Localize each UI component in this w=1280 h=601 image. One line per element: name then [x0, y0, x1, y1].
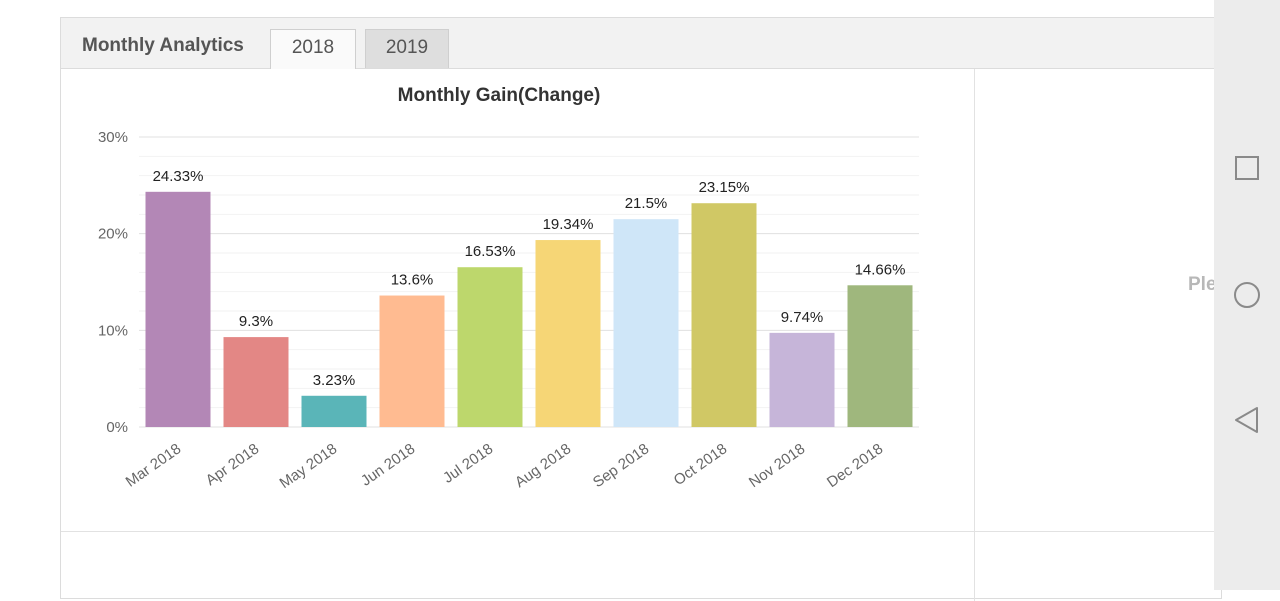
data-label: 9.3% [239, 313, 273, 330]
side-panel-text: Ple [1188, 274, 1217, 295]
side-area: Ple [975, 69, 1221, 532]
y-tick-label: 0% [106, 419, 128, 436]
triangle-back-icon[interactable] [1233, 406, 1261, 434]
android-nav-bar [1214, 0, 1280, 590]
bar-sep-2018[interactable] [613, 219, 679, 427]
tab-2018[interactable]: 2018 [270, 29, 356, 69]
x-tick-label: Mar 2018 [123, 440, 185, 490]
x-tick-label: Dec 2018 [824, 440, 886, 491]
x-tick-label: Jun 2018 [358, 440, 418, 489]
y-tick-label: 10% [98, 322, 128, 339]
data-label: 21.5% [625, 195, 668, 212]
data-label: 13.6% [391, 272, 434, 289]
bar-apr-2018[interactable] [223, 337, 289, 427]
circle-home-icon[interactable] [1233, 281, 1261, 309]
x-tick-label: May 2018 [277, 440, 341, 492]
x-tick-label: Aug 2018 [512, 440, 574, 491]
x-tick-label: Apr 2018 [203, 440, 263, 489]
bar-may-2018[interactable] [301, 395, 367, 427]
x-tick-label: Oct 2018 [671, 440, 731, 489]
bar-jul-2018[interactable] [457, 267, 523, 427]
data-label: 23.15% [699, 179, 750, 196]
data-label: 9.74% [781, 309, 824, 326]
bar-mar-2018[interactable] [145, 191, 211, 427]
panel-title: Monthly Analytics [82, 35, 244, 56]
bar-jun-2018[interactable] [379, 295, 445, 427]
bar-dec-2018[interactable] [847, 285, 913, 427]
analytics-panel: Monthly Analytics 2018 2019 0% 10% 20% 30% M… [60, 17, 1222, 601]
tab-2019[interactable]: 2019 [365, 29, 449, 68]
x-tick-label: Jul 2018 [440, 440, 496, 486]
divider [974, 531, 975, 601]
x-tick-label: Sep 2018 [590, 440, 652, 491]
y-tick-label: 20% [98, 226, 128, 243]
bar-nov-2018[interactable] [769, 332, 835, 427]
monthly-gain-chart: 0% 10% 20% 30% Monthly Gain(Change) 24.33% Mar… [98, 85, 919, 492]
bar-oct-2018[interactable] [691, 203, 757, 427]
panel-header: Monthly Analytics 2018 2019 [61, 18, 1221, 69]
y-tick-label: 30% [98, 129, 128, 146]
bar-aug-2018[interactable] [535, 240, 601, 427]
data-label: 24.33% [153, 168, 204, 185]
data-label: 19.34% [543, 216, 594, 233]
data-label: 3.23% [313, 372, 356, 389]
chart-title: Monthly Gain(Change) [398, 85, 601, 106]
data-label: 14.66% [855, 261, 906, 278]
square-recent-apps-icon[interactable] [1233, 154, 1261, 182]
chart-area: 0% 10% 20% 30% Monthly Gain(Change) 24.33% Mar… [61, 69, 975, 532]
data-label: 16.53% [465, 243, 516, 260]
x-tick-label: Nov 2018 [746, 440, 808, 491]
